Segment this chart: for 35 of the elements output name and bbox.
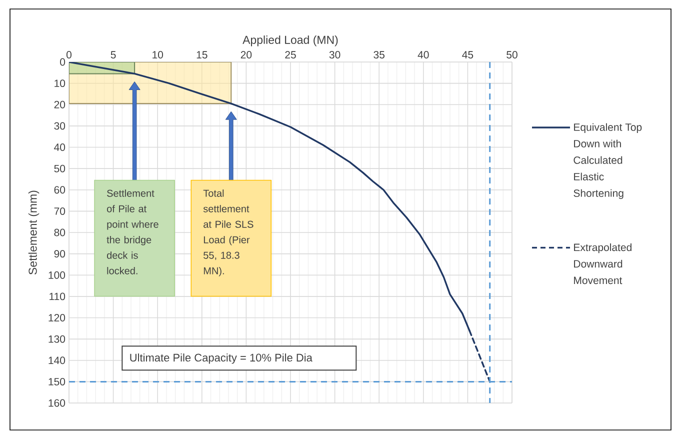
y-tick-label: 10 [54, 80, 66, 88]
y-tick-label: 150 [48, 378, 66, 386]
x-tick-label: 30 [329, 51, 340, 58]
y-tick-label: 50 [54, 164, 66, 172]
x-tick-label: 45 [462, 51, 474, 58]
annotation: Total settlement at Pile SLS Load (Pier 55, 18.3 MN). [203, 189, 254, 276]
annotation: Ultimate Pile Capacity = 10% Pile Dia [130, 353, 312, 364]
y-axis-title: Settlement (mm) [28, 190, 40, 274]
x-tick-label: 20 [240, 51, 252, 58]
x-tick-label: 40 [418, 51, 429, 58]
y-tick-label: 120 [48, 314, 66, 322]
y-tick-label: 60 [54, 186, 66, 194]
y-tick-label: 20 [54, 100, 66, 108]
x-tick-label: 35 [374, 51, 385, 58]
y-tick-label: 160 [48, 399, 66, 407]
y-tick-label: 140 [48, 356, 66, 364]
y-tick-label: 40 [54, 144, 66, 151]
legend-label: Extrapolated Downward Movement [574, 243, 632, 284]
y-tick-label: 70 [54, 207, 66, 215]
y-tick-label: 80 [54, 228, 66, 236]
x-tick-label: 5 [110, 51, 116, 58]
y-tick-label: 90 [54, 250, 66, 258]
x-axis-title: Applied Load (MN) [242, 35, 338, 46]
y-tick-label: 30 [54, 122, 66, 130]
x-tick-label: 10 [152, 51, 164, 58]
y-tick-label: 100 [48, 271, 66, 279]
y-tick-label: 130 [48, 335, 66, 343]
x-tick-label: 50 [506, 51, 518, 58]
annotation: Settlement of Pile at point where the bridge deck is locked. [106, 189, 158, 274]
y-tick-label: 0 [60, 58, 66, 66]
x-tick-label: 0 [66, 51, 72, 58]
legend-label: Equivalent Top Down with Calculated Elastic Shortening [574, 123, 642, 199]
x-tick-label: 25 [285, 51, 296, 58]
y-tick-label: 110 [50, 292, 66, 300]
x-tick-label: 15 [196, 51, 208, 58]
